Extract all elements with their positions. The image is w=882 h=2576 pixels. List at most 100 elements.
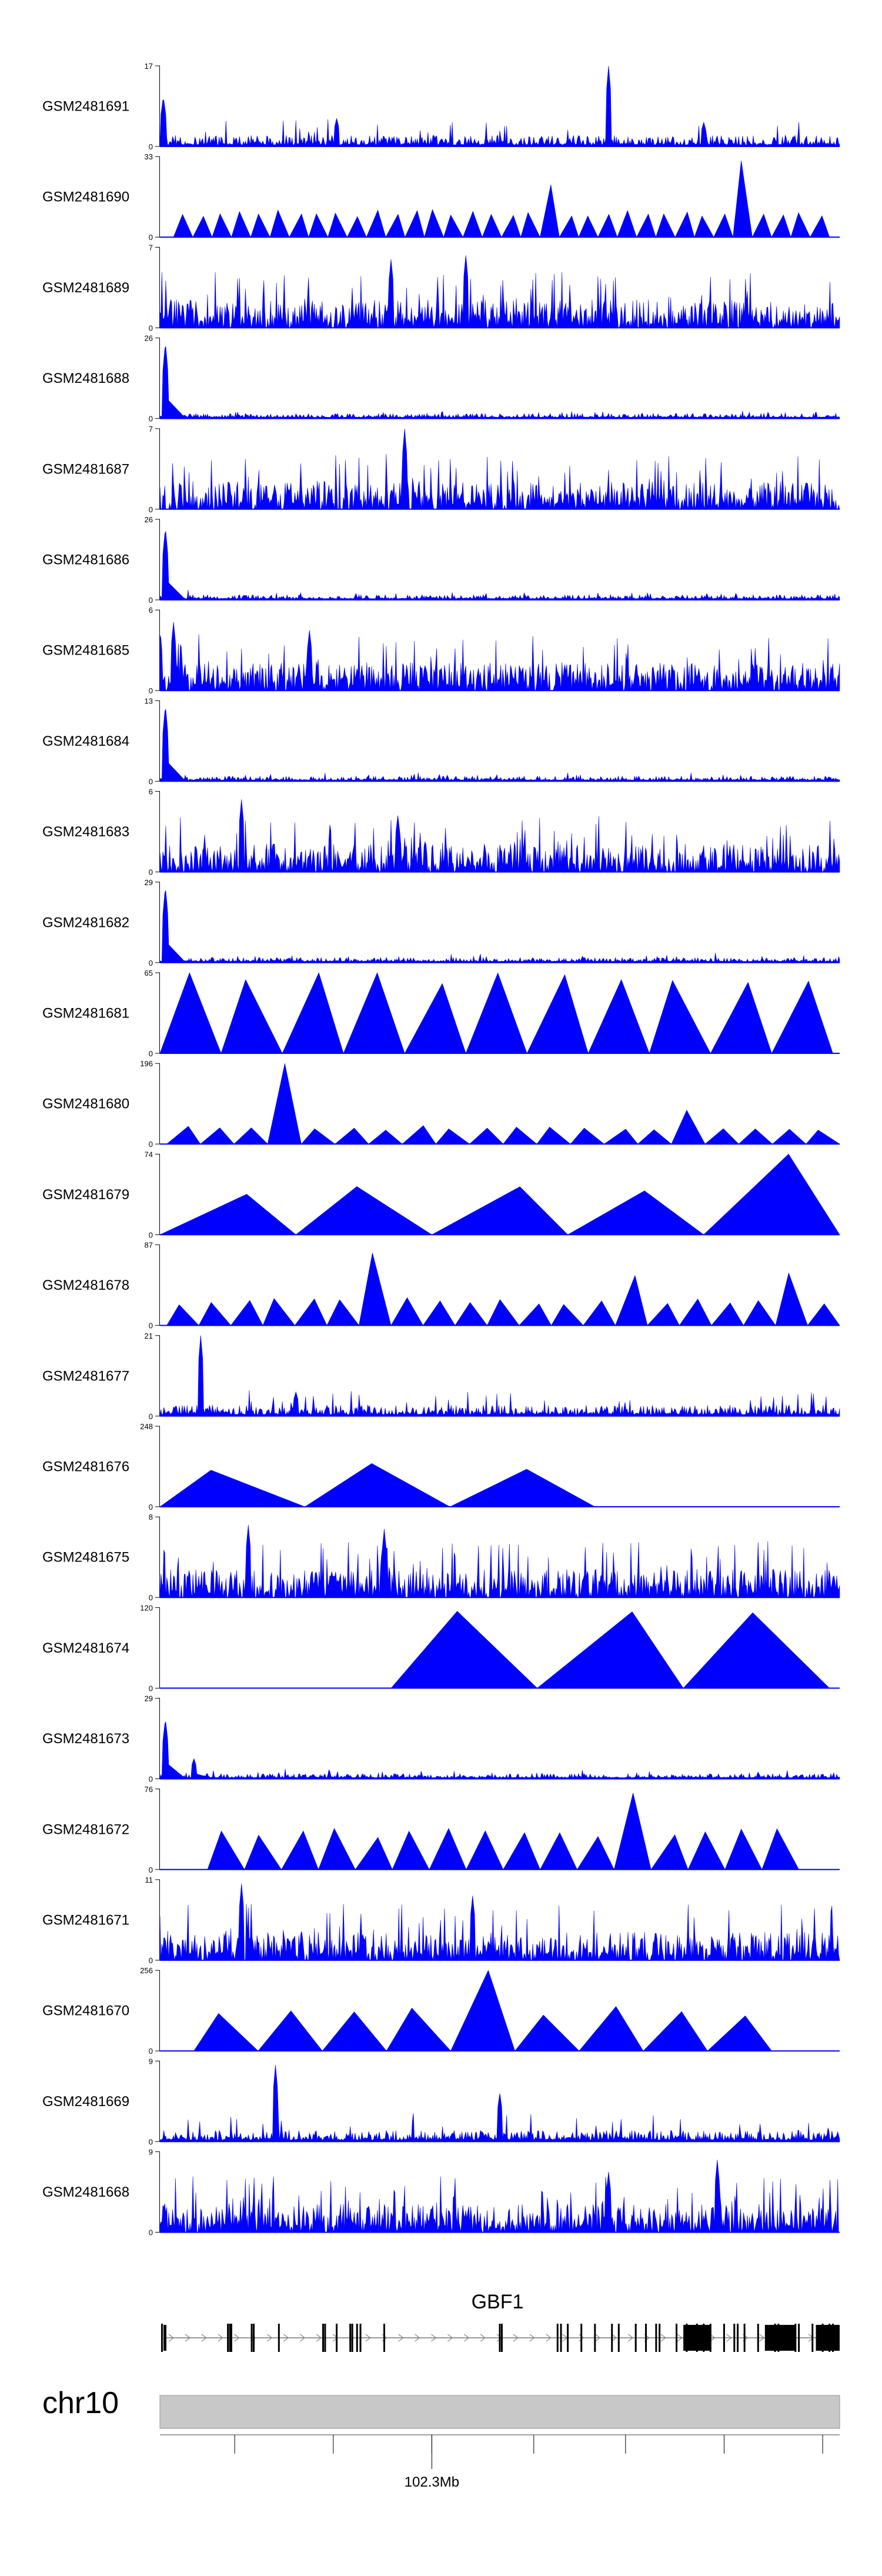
gene-exon xyxy=(617,2324,620,2352)
track-GSM2481670: GSM2481670 256 0 xyxy=(42,1966,840,2056)
y-max-label: 6 xyxy=(149,788,153,796)
y-max-label: 26 xyxy=(145,334,153,343)
gene-exon-block xyxy=(764,2325,796,2351)
gene-exon xyxy=(351,2324,353,2352)
gene-exon xyxy=(556,2324,559,2352)
y-max-label: 7 xyxy=(149,425,153,433)
gene-exon xyxy=(227,2324,229,2352)
coverage-area xyxy=(159,346,840,419)
track-GSM2481680: GSM2481680 196 0 xyxy=(42,1059,841,1149)
track-label: GSM2481672 xyxy=(42,1821,129,1837)
strand-arrow xyxy=(168,2334,174,2342)
strand-arrow xyxy=(218,2334,223,2342)
y-max-label: 120 xyxy=(140,1603,153,1612)
gene-exon xyxy=(349,2324,352,2352)
track-label: GSM2481673 xyxy=(42,1731,129,1747)
y-min-label: 0 xyxy=(149,1412,153,1421)
gene-exon-block xyxy=(816,2325,840,2351)
y-min-label: 0 xyxy=(149,1775,153,1784)
y-max-label: 13 xyxy=(145,696,153,705)
track-GSM2481689: GSM2481689 7 0 xyxy=(42,243,840,332)
gene-name-label: GBF1 xyxy=(472,2291,524,2313)
track-label: GSM2481671 xyxy=(42,1913,129,1928)
coverage-area xyxy=(159,622,840,691)
gene-exon xyxy=(798,2324,800,2352)
y-max-label: 248 xyxy=(140,1422,153,1431)
y-max-label: 17 xyxy=(145,62,153,71)
track-GSM2481678: GSM2481678 87 0 xyxy=(42,1241,840,1330)
coverage-area xyxy=(159,1721,840,1779)
strand-arrow xyxy=(595,2334,601,2342)
gene-exon xyxy=(278,2324,280,2352)
y-min-label: 0 xyxy=(149,2137,153,2146)
track-GSM2481687: GSM2481687 7 0 xyxy=(42,425,840,514)
track-label: GSM2481682 xyxy=(42,915,129,930)
strand-arrow xyxy=(267,2334,273,2342)
strand-arrow xyxy=(316,2334,322,2342)
track-GSM2481686: GSM2481686 26 0 xyxy=(42,515,840,605)
y-max-label: 6 xyxy=(149,606,153,615)
track-GSM2481676: GSM2481676 248 0 xyxy=(42,1422,840,1511)
strand-arrow xyxy=(415,2334,420,2342)
gene-exon xyxy=(383,2324,385,2352)
y-min-label: 0 xyxy=(149,868,153,877)
y-max-label: 196 xyxy=(140,1059,153,1068)
chromosome-band xyxy=(159,2395,840,2429)
track-GSM2481668: GSM2481668 9 0 xyxy=(42,2148,840,2237)
strand-arrow xyxy=(447,2334,453,2342)
y-min-label: 0 xyxy=(149,2047,153,2056)
strand-arrow xyxy=(398,2334,404,2342)
gene-exon xyxy=(723,2324,725,2352)
track-label: GSM2481689 xyxy=(42,280,129,296)
track-GSM2481669: GSM2481669 9 0 xyxy=(42,2057,840,2146)
chromosome-name-label: chr10 xyxy=(42,2386,119,2420)
y-min-label: 0 xyxy=(149,1593,153,1602)
y-min-label: 0 xyxy=(149,323,153,332)
y-max-label: 11 xyxy=(145,1876,153,1884)
y-max-label: 33 xyxy=(145,152,153,161)
track-label: GSM2481688 xyxy=(42,371,129,386)
y-min-label: 0 xyxy=(149,1049,153,1058)
y-min-label: 0 xyxy=(149,1866,153,1874)
coverage-area xyxy=(159,1524,840,1598)
gene-exon xyxy=(611,2324,613,2352)
gene-exon xyxy=(324,2324,326,2352)
y-min-label: 0 xyxy=(149,2228,153,2237)
gene-exon xyxy=(356,2324,358,2352)
strand-arrow xyxy=(234,2334,240,2342)
coverage-area xyxy=(159,2065,840,2142)
gene-exon xyxy=(580,2324,583,2352)
track-GSM2481682: GSM2481682 29 0 xyxy=(42,878,840,967)
gene-exon xyxy=(253,2324,255,2352)
coverage-area xyxy=(193,1970,773,2051)
coverage-area xyxy=(159,428,840,510)
y-max-label: 7 xyxy=(149,243,153,252)
track-GSM2481675: GSM2481675 8 0 xyxy=(42,1513,840,1602)
coverage-area xyxy=(159,530,840,600)
strand-arrow xyxy=(759,2334,765,2342)
y-min-label: 0 xyxy=(149,1230,153,1239)
coverage-area xyxy=(173,160,830,238)
coverage-area xyxy=(207,1793,800,1870)
track-label: GSM2481681 xyxy=(42,1006,129,1022)
track-GSM2481685: GSM2481685 6 0 xyxy=(42,606,840,695)
gene-exon xyxy=(634,2324,637,2352)
coverage-area xyxy=(390,1611,830,1689)
gene-exon xyxy=(229,2324,231,2352)
track-label: GSM2481676 xyxy=(42,1459,129,1475)
gene-exon xyxy=(645,2324,647,2352)
track-label: GSM2481680 xyxy=(42,1096,129,1112)
gene-exon xyxy=(161,2324,163,2352)
coverage-area xyxy=(159,2160,840,2233)
coverage-area xyxy=(159,1335,840,1417)
gene-exon xyxy=(733,2324,736,2352)
gene-exon xyxy=(230,2324,232,2352)
track-GSM2481688: GSM2481688 26 0 xyxy=(42,334,840,423)
gene-exon xyxy=(594,2324,596,2352)
y-max-label: 26 xyxy=(145,515,153,524)
track-label: GSM2481679 xyxy=(42,1187,129,1203)
coverage-area xyxy=(159,972,833,1054)
strand-arrow xyxy=(529,2334,535,2342)
gene-exon xyxy=(499,2324,501,2352)
y-min-label: 0 xyxy=(149,1322,153,1330)
